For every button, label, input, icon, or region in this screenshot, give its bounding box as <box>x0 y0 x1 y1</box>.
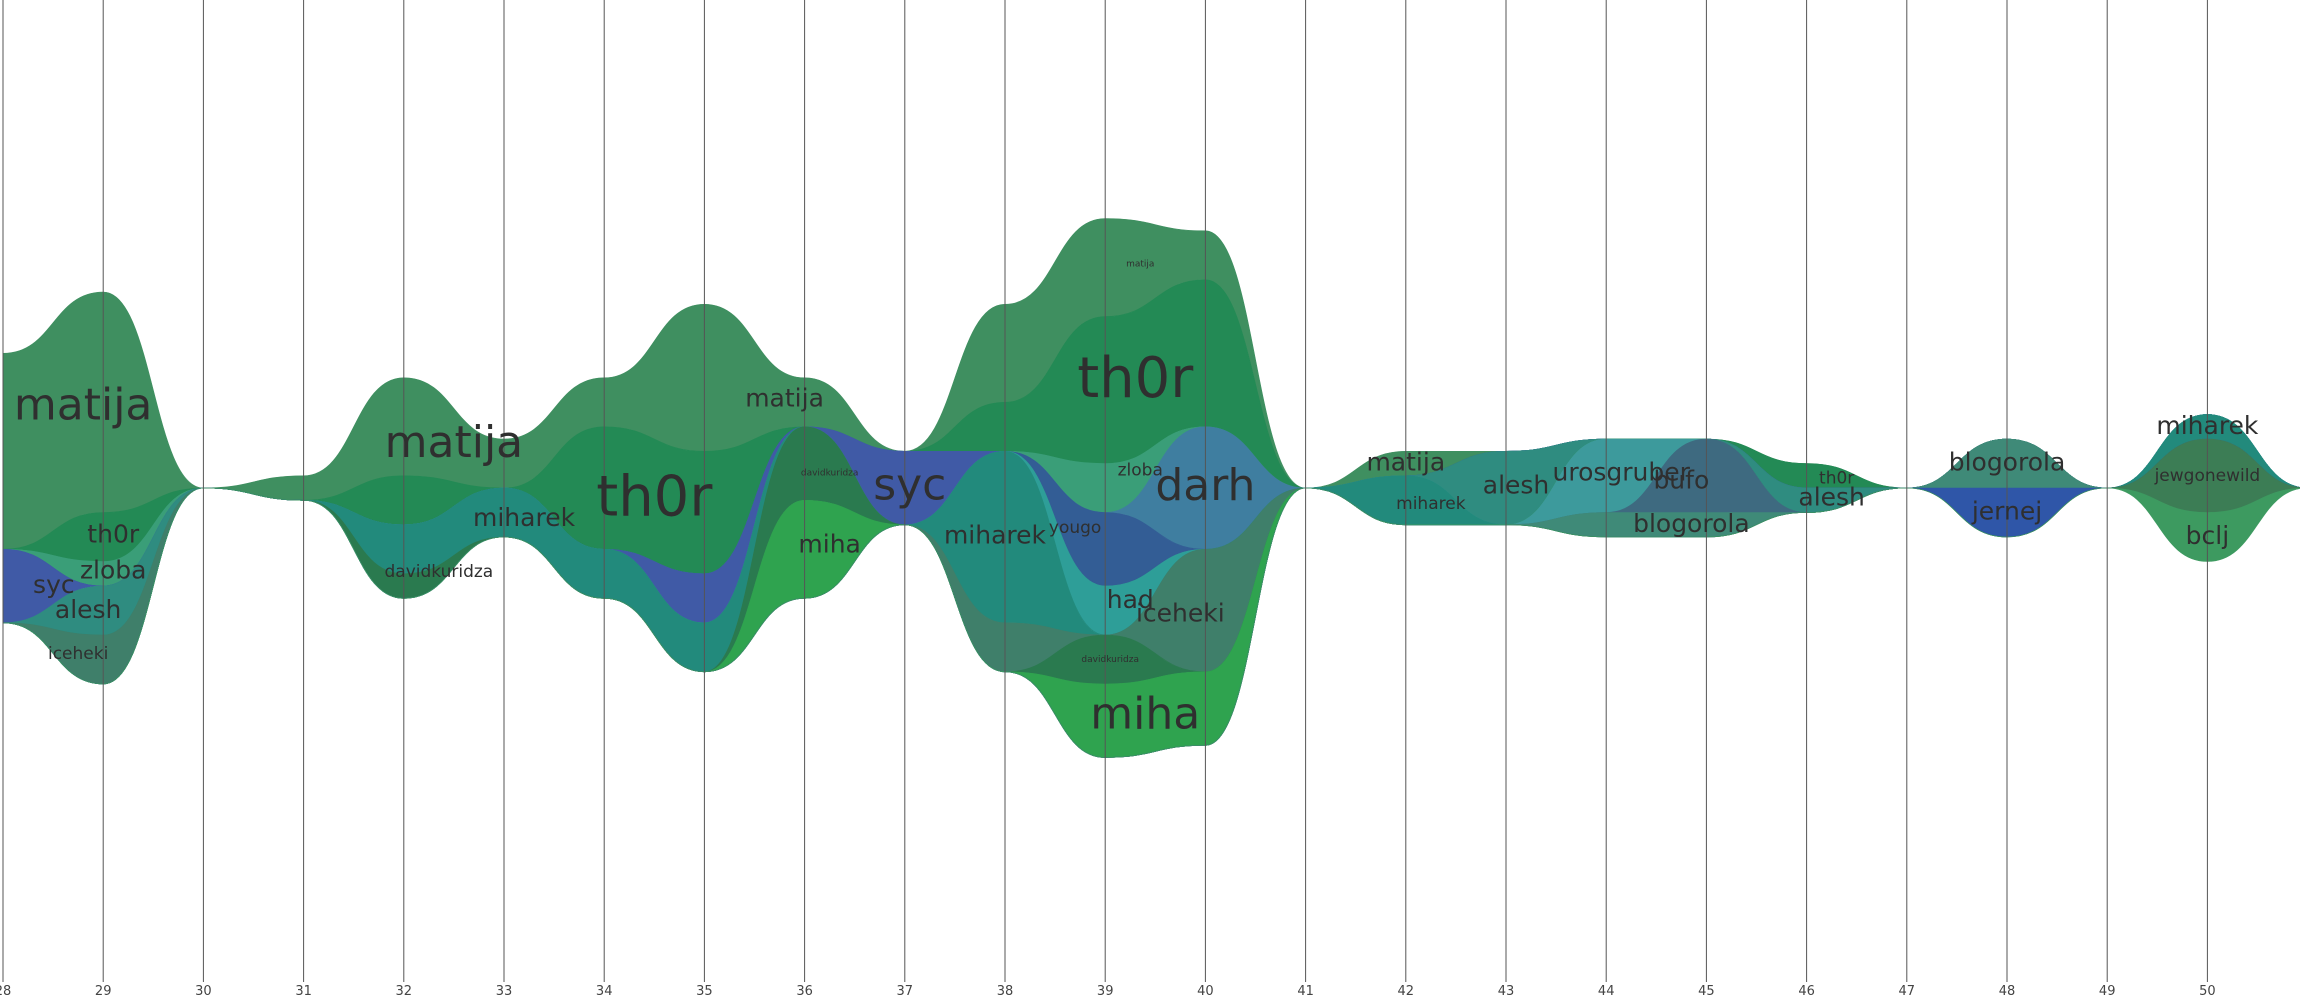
stream-label-davidkuridza: davidkuridza <box>385 562 494 582</box>
x-tick-label: 31 <box>295 984 312 999</box>
stream-label-bclj: bclj <box>2186 521 2230 550</box>
stream-label-urosgruber: urosgruber <box>1553 458 1691 487</box>
stream-label-had: had <box>1107 585 1154 614</box>
grid-lines <box>2 0 2208 982</box>
stream-label-miha: miha <box>798 529 860 558</box>
x-tick-label: 43 <box>1498 984 1515 999</box>
x-tick-label: 48 <box>1999 984 2016 999</box>
stream-label-miharek: miharek <box>473 503 576 532</box>
x-tick-label: 38 <box>997 984 1014 999</box>
x-tick-label: 37 <box>897 984 914 999</box>
x-tick-label: 39 <box>1097 984 1114 999</box>
stream-label-bufo: bufo <box>1653 465 1709 494</box>
stream-label-th0r: th0r <box>1819 468 1854 488</box>
x-tick-label: 29 <box>95 984 112 999</box>
x-tick-label: 28 <box>0 984 11 999</box>
stream-label-jernej: jernej <box>1971 497 2042 526</box>
stream-label-matija: matija <box>14 379 153 430</box>
stream-label-alesh: alesh <box>55 595 122 624</box>
stream-label-matija: matija <box>385 417 524 468</box>
stream-label-matija: matija <box>1126 260 1154 270</box>
x-tick-label: 30 <box>195 984 212 999</box>
stream-label-syc: syc <box>873 460 946 511</box>
x-tick-label: 42 <box>1398 984 1415 999</box>
stream-label-syc: syc <box>33 570 75 599</box>
x-tick-label: 44 <box>1598 984 1615 999</box>
stream-label-miharek: miharek <box>944 521 1047 550</box>
x-axis-ticks: 28 29 30 31 32 33 34 35 36 37 38 39 40 41 42 43 44 45 46 47… <box>0 984 2300 999</box>
x-tick-label: 50 <box>2199 984 2216 999</box>
x-tick-label: 45 <box>1698 984 1715 999</box>
stream-label-zloba: zloba <box>1118 461 1163 481</box>
stream-label-darh: darh <box>1155 460 1255 511</box>
stream-label-th0r: th0r <box>87 520 140 549</box>
stream-label-zloba: zloba <box>80 555 147 584</box>
x-tick-label: 41 <box>1297 984 1314 999</box>
stream-label-yougo: yougo <box>1049 518 1101 538</box>
stream-labels: matijath0rzlobaaleshsycicehekidavidkurid… <box>14 260 2260 740</box>
stream-label-iceheki: iceheki <box>48 644 108 664</box>
stream-layers <box>2 218 2300 758</box>
stream-label-davidkuridza: davidkuridza <box>1081 655 1139 665</box>
stream-label-alesh: alesh <box>1798 482 1865 511</box>
stream-label-blogorola: blogorola <box>1633 509 1750 538</box>
x-tick-label: 34 <box>596 984 613 999</box>
x-tick-label: 47 <box>1899 984 1916 999</box>
stream-label-th0r: th0r <box>1077 346 1194 411</box>
x-tick-label: 36 <box>796 984 813 999</box>
x-tick-label: 32 <box>396 984 413 999</box>
stream-label-alesh: alesh <box>1483 471 1550 500</box>
x-tick-label: 33 <box>496 984 513 999</box>
stream-label-miha: miha <box>1090 688 1200 739</box>
stream-label-th0r: th0r <box>596 464 713 529</box>
stream-label-matija: matija <box>745 384 824 413</box>
x-tick-label: 46 <box>1798 984 1815 999</box>
stream-label-matija: matija <box>1366 448 1445 477</box>
stream-label-jewgonewild: jewgonewild <box>2154 466 2261 486</box>
x-tick-label: 35 <box>696 984 713 999</box>
x-tick-label: 49 <box>2099 984 2116 999</box>
stream-layer-bclj <box>2 487 2300 758</box>
x-tick-label: 40 <box>1197 984 1214 999</box>
stream-label-miharek: miharek <box>1396 494 1466 514</box>
stream-label-iceheki: iceheki <box>1136 598 1225 627</box>
stream-label-blogorola: blogorola <box>1949 448 2066 477</box>
stream-label-davidkuridza: davidkuridza <box>801 469 859 479</box>
stream-label-miharek: miharek <box>2156 411 2259 440</box>
